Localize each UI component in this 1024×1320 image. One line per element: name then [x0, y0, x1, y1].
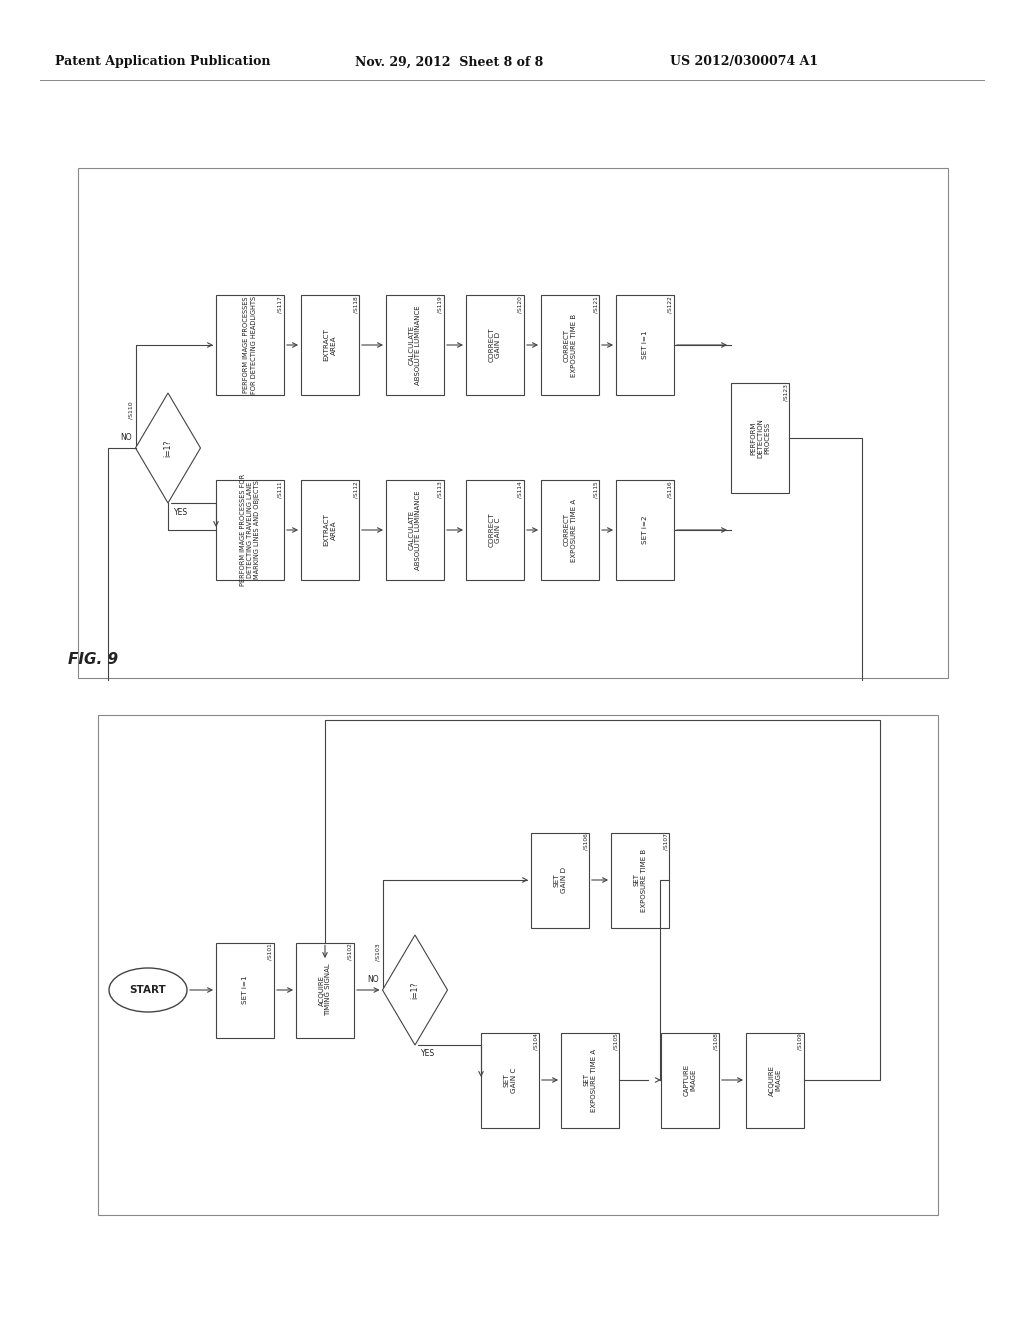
- Text: /S106: /S106: [583, 833, 588, 850]
- Text: /S115: /S115: [593, 480, 598, 498]
- Text: SET
GAIN D: SET GAIN D: [554, 867, 566, 894]
- Text: SET i=2: SET i=2: [642, 516, 648, 544]
- Text: SET i=1: SET i=1: [642, 331, 648, 359]
- Text: /S116: /S116: [668, 480, 673, 498]
- Polygon shape: [383, 935, 447, 1045]
- Bar: [386, 294, 444, 395]
- Text: EXTRACT
AREA: EXTRACT AREA: [324, 329, 337, 362]
- Text: /S118: /S118: [353, 296, 358, 313]
- Bar: [541, 294, 599, 395]
- Bar: [561, 1032, 618, 1127]
- Text: NO: NO: [120, 433, 131, 442]
- Text: /S123: /S123: [783, 384, 788, 401]
- Text: /S120: /S120: [518, 296, 523, 313]
- Bar: [662, 1032, 719, 1127]
- Text: /S108: /S108: [713, 1034, 718, 1051]
- Bar: [481, 1032, 539, 1127]
- Text: SET
GAIN C: SET GAIN C: [504, 1068, 516, 1093]
- Text: CORRECT
GAIN C: CORRECT GAIN C: [488, 512, 502, 548]
- Text: /S113: /S113: [438, 480, 443, 498]
- Bar: [98, 715, 938, 1214]
- Text: /S103: /S103: [376, 942, 381, 961]
- Bar: [731, 383, 790, 492]
- Text: ACQUIRE
TIMING SIGNAL: ACQUIRE TIMING SIGNAL: [318, 964, 332, 1016]
- Text: YES: YES: [421, 1049, 435, 1059]
- Text: /S122: /S122: [668, 296, 673, 313]
- Bar: [611, 833, 669, 928]
- Text: /S110: /S110: [128, 401, 133, 418]
- Text: /S112: /S112: [353, 480, 358, 498]
- Bar: [531, 833, 589, 928]
- Text: Nov. 29, 2012  Sheet 8 of 8: Nov. 29, 2012 Sheet 8 of 8: [355, 55, 544, 69]
- Text: /S111: /S111: [278, 480, 283, 498]
- Text: PERFORM IMAGE PROCESSES
FOR DETECTING HEADLIGHTS: PERFORM IMAGE PROCESSES FOR DETECTING HE…: [244, 296, 256, 395]
- Text: CALCULATE
ABSOLUTE LUMINANCE: CALCULATE ABSOLUTE LUMINANCE: [409, 305, 422, 385]
- Text: /S105: /S105: [613, 1034, 618, 1051]
- Text: /S114: /S114: [518, 480, 523, 498]
- Bar: [216, 480, 284, 579]
- Text: /S107: /S107: [663, 833, 668, 850]
- Text: CALCULATE
ABSOLUTE LUMINANCE: CALCULATE ABSOLUTE LUMINANCE: [409, 490, 422, 570]
- Bar: [466, 480, 524, 579]
- Bar: [541, 480, 599, 579]
- Bar: [301, 294, 359, 395]
- Bar: [616, 480, 674, 579]
- Ellipse shape: [109, 968, 187, 1012]
- Text: ACQUIRE
IMAGE: ACQUIRE IMAGE: [768, 1064, 781, 1096]
- Text: SET
EXPOSURE TIME A: SET EXPOSURE TIME A: [584, 1048, 597, 1111]
- Bar: [78, 168, 948, 678]
- Text: PERFORM
DETECTION
PROCESS: PERFORM DETECTION PROCESS: [750, 418, 770, 458]
- Text: /S119: /S119: [438, 296, 443, 313]
- Text: /S121: /S121: [593, 296, 598, 313]
- Text: Patent Application Publication: Patent Application Publication: [55, 55, 270, 69]
- Text: EXTRACT
AREA: EXTRACT AREA: [324, 513, 337, 546]
- Text: i=1?: i=1?: [164, 440, 172, 457]
- Text: i=1?: i=1?: [411, 981, 420, 999]
- Text: /S101: /S101: [268, 944, 273, 960]
- Text: NO: NO: [367, 975, 379, 985]
- Bar: [616, 294, 674, 395]
- Text: CAPTURE
IMAGE: CAPTURE IMAGE: [683, 1064, 696, 1096]
- Bar: [216, 294, 284, 395]
- Text: YES: YES: [174, 508, 188, 517]
- Text: START: START: [130, 985, 166, 995]
- Text: CORRECT
EXPOSURE TIME A: CORRECT EXPOSURE TIME A: [563, 499, 577, 561]
- Text: US 2012/0300074 A1: US 2012/0300074 A1: [670, 55, 818, 69]
- Bar: [466, 294, 524, 395]
- Bar: [746, 1032, 804, 1127]
- Text: CORRECT
GAIN D: CORRECT GAIN D: [488, 327, 502, 362]
- Text: FIG. 9: FIG. 9: [68, 652, 118, 668]
- Bar: [216, 942, 274, 1038]
- Text: PERFORM IMAGE PROCESSES FOR
DETECTING TRAVELING LANE
MARKING LINES AND OBJECTS: PERFORM IMAGE PROCESSES FOR DETECTING TR…: [240, 474, 260, 586]
- Bar: [386, 480, 444, 579]
- Text: /S109: /S109: [798, 1034, 803, 1051]
- Text: SET i=1: SET i=1: [242, 975, 248, 1005]
- Text: /S102: /S102: [348, 944, 353, 961]
- Polygon shape: [135, 393, 201, 503]
- Text: CORRECT
EXPOSURE TIME B: CORRECT EXPOSURE TIME B: [563, 313, 577, 376]
- Text: /S104: /S104: [534, 1034, 538, 1051]
- Bar: [296, 942, 354, 1038]
- Text: /S117: /S117: [278, 296, 283, 313]
- Text: SET
EXPOSURE TIME B: SET EXPOSURE TIME B: [634, 849, 646, 912]
- Bar: [301, 480, 359, 579]
